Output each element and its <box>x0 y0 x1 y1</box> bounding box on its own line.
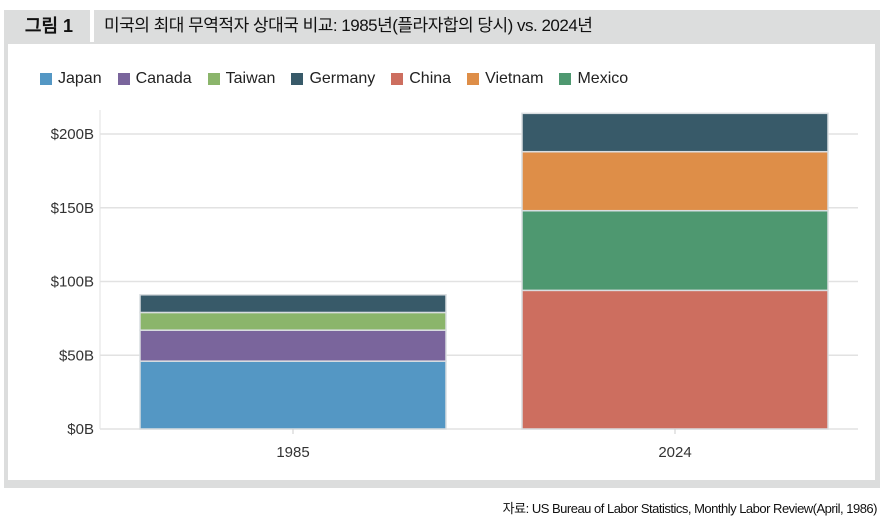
bar-segment-2024-vietnam <box>521 150 829 212</box>
legend-label: Canada <box>135 70 192 87</box>
legend-swatch <box>291 73 304 85</box>
legend-label: China <box>409 70 452 87</box>
chart-title: 미국의 최대 무역적자 상대국 비교: 1985년(플라자합의 당시) vs. … <box>104 16 593 35</box>
legend-label: Japan <box>58 70 102 87</box>
legend-label: Germany <box>309 70 376 87</box>
legend-swatch <box>40 73 52 85</box>
legend-item-japan: Japan <box>40 70 102 88</box>
bar-segment-2024-mexico <box>521 209 829 292</box>
y-tick-label: $150B <box>51 200 94 217</box>
legend-swatch <box>207 73 220 85</box>
legend-swatch <box>467 73 480 85</box>
y-tick-label: $0B <box>67 421 94 438</box>
source-note: 자료: US Bureau of Labor Statistics, Month… <box>502 501 878 516</box>
y-tick-label: $50B <box>59 347 94 364</box>
legend-swatch <box>559 73 572 85</box>
y-tick-label: $200B <box>51 126 94 143</box>
bar-segment-1985-japan <box>139 360 447 430</box>
bar-segment-2024-china <box>521 289 829 430</box>
y-tick-label: $100B <box>51 274 94 291</box>
x-tick-label: 1985 <box>276 444 309 461</box>
legend-label: Vietnam <box>485 70 544 87</box>
legend-label: Taiwan <box>225 70 276 87</box>
bar-segment-1985-taiwan <box>139 311 447 331</box>
legend: Japan Canada Taiwan Germany China Vietnam Mexi… <box>40 70 628 88</box>
legend-item-china: China <box>391 70 451 88</box>
legend-item-vietnam: Vietnam <box>467 70 543 88</box>
bar-segment-2024-germany <box>521 112 829 153</box>
bar-segment-1985-germany <box>139 294 447 314</box>
legend-item-canada: Canada <box>117 70 192 88</box>
bar-segment-1985-canada <box>139 329 447 362</box>
legend-item-mexico: Mexico <box>559 70 628 88</box>
figure-label: 그림 1 <box>8 10 90 42</box>
legend-label: Mexico <box>577 70 629 87</box>
legend-item-taiwan: Taiwan <box>207 70 276 88</box>
legend-swatch <box>391 73 404 85</box>
title-divider <box>90 10 94 42</box>
legend-item-germany: Germany <box>291 70 375 88</box>
x-tick-label: 2024 <box>658 444 691 461</box>
legend-swatch <box>117 73 130 85</box>
